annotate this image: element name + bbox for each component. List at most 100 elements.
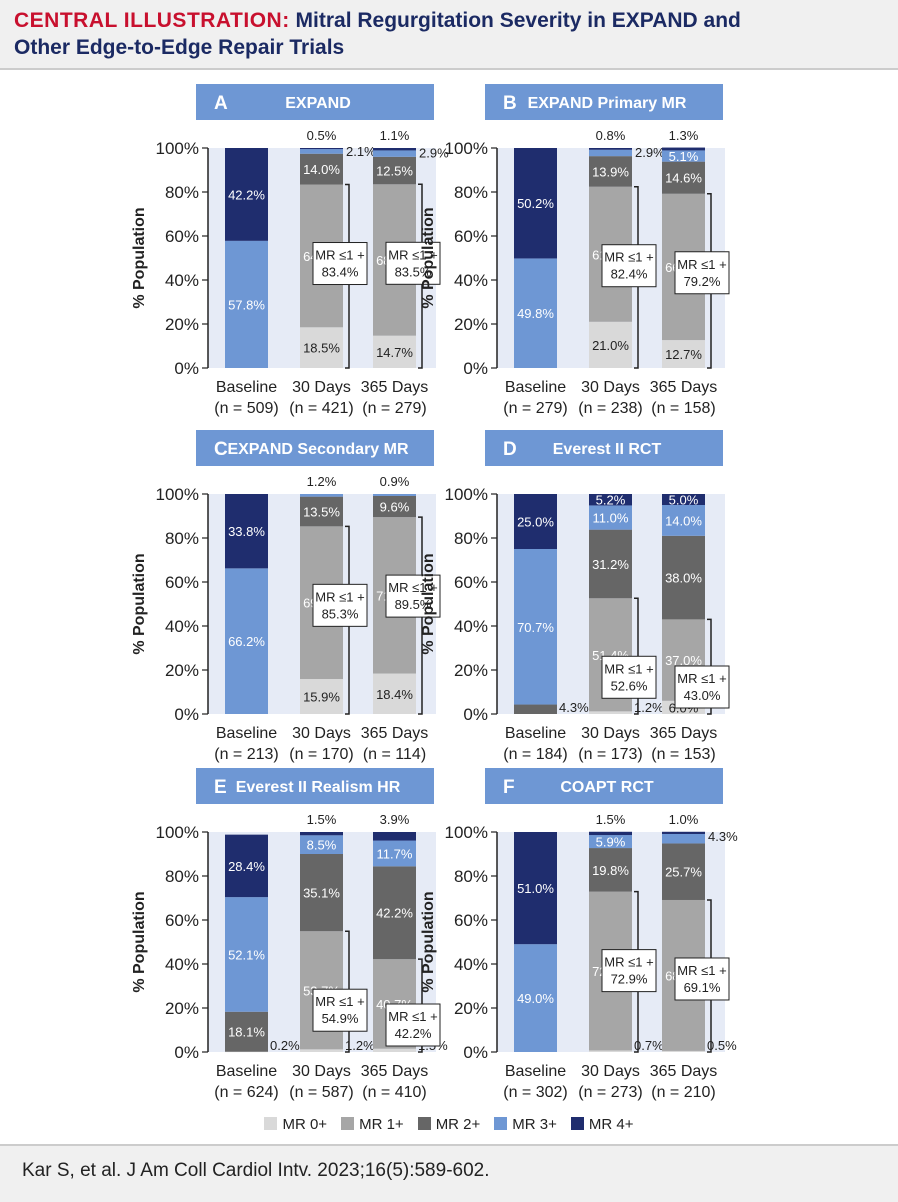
y-tick-label: 100%	[156, 139, 199, 158]
data-label: 38.0%	[665, 571, 702, 586]
data-label: 13.9%	[592, 164, 629, 179]
panel-title: Everest II RCT	[553, 441, 662, 458]
data-label: 18.5%	[303, 341, 340, 356]
data-label: 0.9%	[380, 474, 410, 489]
callout-value: 43.0%	[684, 688, 721, 703]
y-tick-label: 60%	[454, 227, 488, 246]
y-tick-label: 80%	[454, 183, 488, 202]
x-tick-label: 30 Days	[581, 1063, 640, 1080]
legend-label: MR 0+	[282, 1116, 328, 1133]
bar-segment-mr4	[662, 494, 705, 505]
data-label: 25.7%	[665, 865, 702, 880]
x-tick-label: 365 Days	[650, 1063, 718, 1080]
bar-segment-mr0	[373, 335, 416, 368]
data-label: 49.0%	[517, 991, 554, 1006]
y-tick-label: 0%	[463, 1043, 488, 1062]
panel-letter: E	[214, 777, 227, 798]
y-tick-label: 60%	[454, 573, 488, 592]
bar-segment-mr2	[300, 496, 343, 527]
x-n-label: (n = 170)	[289, 746, 353, 763]
bar-segment-mr3	[225, 240, 268, 368]
y-tick-label: 60%	[165, 227, 199, 246]
data-label: 5.9%	[596, 835, 626, 850]
legend-swatch	[494, 1117, 508, 1130]
bar-segment-mr0	[662, 340, 705, 368]
data-label: 12.5%	[376, 164, 413, 179]
y-tick-label: 20%	[165, 999, 199, 1018]
title-line-1: CENTRAL ILLUSTRATION: Mitral Regurgitati…	[14, 9, 741, 33]
bar-segment-mr2	[589, 156, 632, 187]
y-tick-label: 0%	[174, 359, 199, 378]
legend-label: MR 4+	[588, 1116, 634, 1133]
panel-title-box	[196, 768, 434, 804]
y-tick-label: 20%	[165, 661, 199, 680]
data-label: 1.2%	[345, 1038, 375, 1053]
bar-segment-mr4	[225, 148, 268, 241]
data-label: 9.6%	[380, 500, 410, 515]
callout-value: 42.2%	[395, 1026, 432, 1041]
legend: MR 0+ MR 1+ MR 2+ MR 3+ MR 4+	[0, 1116, 898, 1133]
title-lead: CENTRAL ILLUSTRATION:	[14, 9, 290, 32]
callout-label: MR ≤1 +	[677, 963, 726, 978]
legend-label: MR 1+	[359, 1116, 404, 1133]
bar-segment-mr4	[300, 832, 343, 836]
bar-segment-mr2	[662, 843, 705, 900]
callout-value: 52.6%	[611, 678, 648, 693]
bar-segment-mr4	[589, 148, 632, 150]
callout-box	[385, 1003, 441, 1047]
data-label: 42.2%	[376, 906, 413, 921]
callout-label: MR ≤1 +	[677, 257, 726, 272]
x-n-label: (n = 624)	[214, 1084, 278, 1101]
x-tick-label: 30 Days	[292, 725, 351, 742]
data-label: 0.7%	[634, 1038, 664, 1053]
y-tick-label: 40%	[165, 955, 199, 974]
data-label: 0.2%	[270, 1038, 300, 1053]
panel-title-box	[196, 84, 434, 120]
bar-segment-mr2	[300, 854, 343, 932]
x-n-label: (n = 114)	[363, 746, 426, 763]
data-label: 21.0%	[592, 338, 629, 353]
bar-segment-mr4	[662, 147, 705, 151]
bar-segment-mr2	[589, 529, 632, 599]
panel-letter: D	[503, 439, 517, 460]
bar-segment-mr4	[225, 494, 268, 569]
callout-label: MR ≤1 +	[604, 661, 653, 676]
callout-box	[601, 949, 657, 993]
bar-segment-mr0	[373, 1048, 416, 1052]
y-tick-label: 100%	[156, 485, 199, 504]
data-label: 0.8%	[596, 128, 626, 143]
chart-panel-a: A EXPAND 0% 20% 40% 60% 80% 100% % Population 57.…	[131, 84, 449, 417]
title-text-1: Mitral Regurgitation Severity in EXPAND …	[289, 9, 741, 32]
panel-title: EXPAND Primary MR	[528, 95, 687, 112]
bar-segment-mr3	[373, 494, 416, 496]
data-label: 1.0%	[669, 812, 699, 827]
data-label: 49.8%	[517, 306, 554, 321]
bar-segment-mr2	[373, 495, 416, 518]
data-label: 1.2%	[307, 474, 337, 489]
bar-segment-mr2	[373, 866, 416, 960]
bar-segment-mr3	[514, 549, 557, 705]
bar-segment-mr2	[225, 1011, 268, 1052]
data-label: 1.1%	[380, 128, 410, 143]
y-tick-label: 0%	[174, 705, 199, 724]
legend-item: MR 2+	[417, 1116, 480, 1133]
x-n-label: (n = 410)	[362, 1084, 426, 1101]
data-label: 70.7%	[517, 620, 554, 635]
x-tick-label: Baseline	[505, 1063, 566, 1080]
y-tick-label: 0%	[463, 359, 488, 378]
callout-label: MR ≤1 +	[388, 580, 437, 595]
data-label: 4.3%	[559, 700, 589, 715]
bar-segment-mr1	[225, 1051, 268, 1053]
data-label: 2.9%	[635, 145, 665, 160]
y-tick-label: 40%	[454, 617, 488, 636]
legend-swatch	[570, 1117, 584, 1130]
callout-box	[601, 655, 657, 699]
x-n-label: (n = 587)	[289, 1084, 353, 1101]
callout-box	[312, 242, 368, 286]
legend-item: MR 3+	[494, 1116, 557, 1133]
x-n-label: (n = 158)	[651, 400, 715, 417]
x-tick-label: 365 Days	[361, 379, 429, 396]
data-label: 50.2%	[517, 196, 554, 211]
footer: Kar S, et al. J Am Coll Cardiol Intv. 20…	[0, 1144, 898, 1202]
x-tick-label: Baseline	[216, 1063, 277, 1080]
